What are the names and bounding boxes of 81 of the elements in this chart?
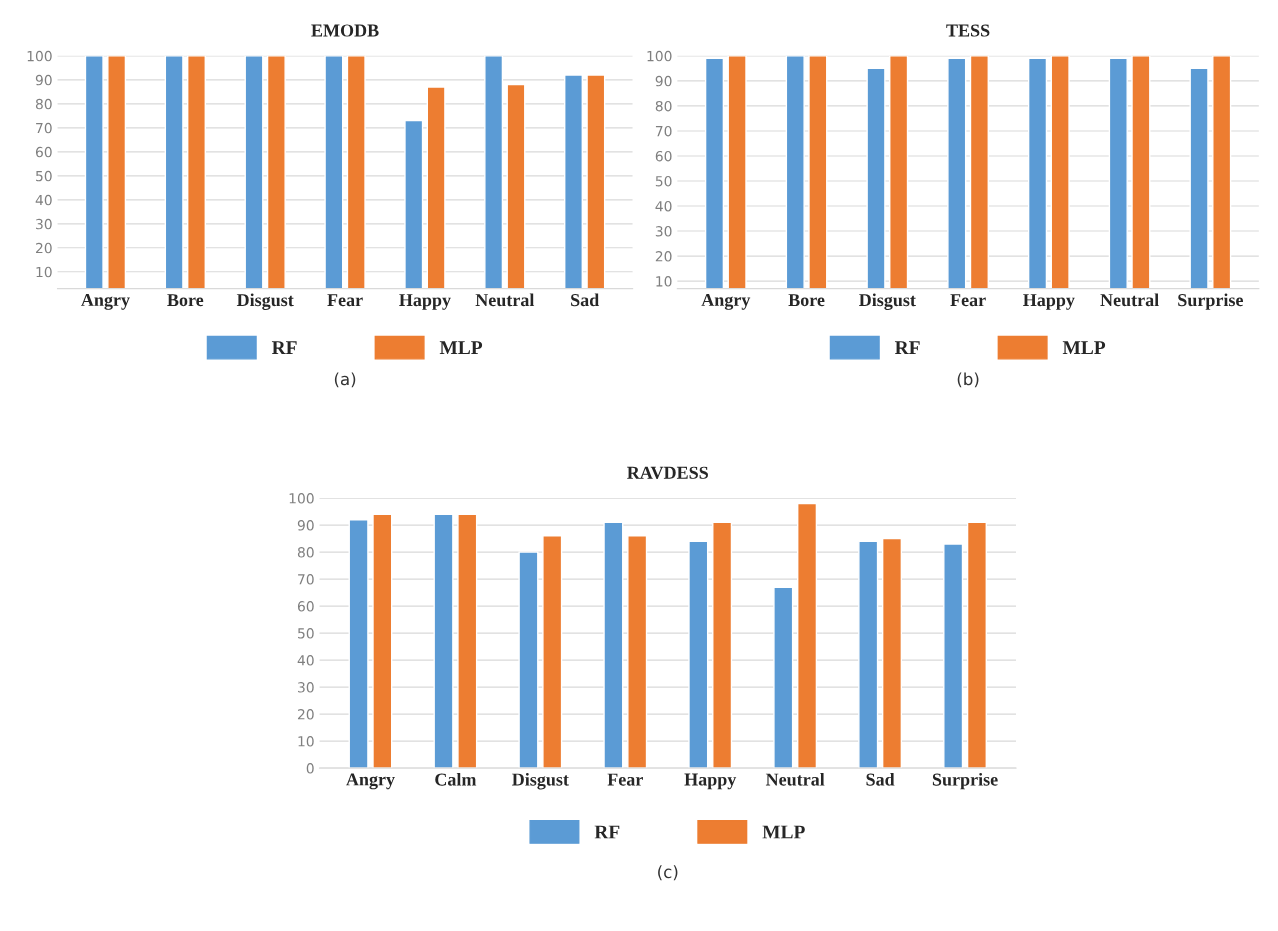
x-tick-label: Neutral bbox=[765, 772, 825, 786]
x-tick-label: Fear bbox=[950, 294, 986, 307]
legend-label: RF bbox=[594, 825, 620, 839]
chart-title: TESS bbox=[946, 24, 990, 37]
bar bbox=[688, 540, 709, 769]
bar bbox=[372, 513, 393, 769]
y-tick-label: 70 bbox=[298, 574, 314, 585]
y-tick-label: 30 bbox=[298, 682, 314, 693]
y-tick-label: 20 bbox=[655, 251, 672, 262]
x-tick-label: Bore bbox=[167, 294, 204, 307]
y-tick-label: 70 bbox=[655, 125, 672, 137]
bar bbox=[627, 535, 648, 769]
y-tick-label: 50 bbox=[655, 175, 672, 187]
y-tick-label: 10 bbox=[36, 266, 52, 278]
legend-label: RF bbox=[894, 341, 920, 355]
y-tick-label: 60 bbox=[35, 146, 52, 158]
y-tick-label: 10 bbox=[656, 276, 672, 287]
y-tick-label: 40 bbox=[35, 194, 52, 206]
y-tick-label: 40 bbox=[297, 655, 314, 666]
text: (b) bbox=[957, 372, 979, 388]
y-tick-label: 80 bbox=[35, 98, 52, 110]
y-tick-label: 90 bbox=[655, 75, 672, 87]
x-tick-label: Calm bbox=[435, 772, 477, 786]
bar bbox=[542, 535, 563, 769]
y-tick-label: 0 bbox=[306, 763, 314, 774]
x-tick-label: Disgust bbox=[512, 772, 569, 790]
x-tick-label: Disgust bbox=[236, 293, 294, 310]
x-tick-label: Sad bbox=[571, 293, 600, 307]
legend-label: MLP bbox=[439, 341, 483, 355]
bar bbox=[773, 586, 794, 769]
y-tick-label: 100 bbox=[289, 493, 314, 504]
y-tick-label: 80 bbox=[655, 100, 672, 112]
x-tick-label: Happy bbox=[1023, 294, 1075, 310]
x-tick-label: Happy bbox=[684, 773, 737, 790]
y-tick-label: 50 bbox=[298, 628, 314, 639]
x-tick-label: Neutral bbox=[1100, 293, 1159, 307]
x-tick-label: Angry bbox=[346, 773, 395, 790]
bar bbox=[966, 521, 987, 769]
y-tick-label: 40 bbox=[655, 200, 672, 212]
chart-title: RAVDESS bbox=[627, 466, 708, 479]
chart-title: EMODB bbox=[311, 24, 379, 37]
bar bbox=[943, 543, 964, 769]
bar bbox=[797, 502, 818, 769]
y-tick-label: 90 bbox=[35, 74, 52, 86]
bar bbox=[858, 540, 879, 769]
x-tick-label: Disgust bbox=[859, 293, 916, 310]
x-tick-label: Angry bbox=[701, 293, 751, 310]
x-tick-label: Fear bbox=[327, 294, 363, 307]
legend-label: MLP bbox=[762, 825, 805, 839]
y-tick-label: 30 bbox=[36, 218, 52, 230]
bar bbox=[881, 537, 903, 769]
x-tick-label: Happy bbox=[399, 294, 451, 310]
x-tick-label: Surprise bbox=[932, 772, 998, 790]
y-tick-label: 80 bbox=[297, 547, 314, 558]
y-tick-label: 20 bbox=[297, 709, 314, 720]
legend-label: RF bbox=[271, 341, 297, 355]
text: (c) bbox=[658, 865, 678, 881]
y-tick-label: 20 bbox=[35, 242, 52, 254]
legend-label: MLP bbox=[1062, 341, 1106, 355]
y-tick-label: 70 bbox=[36, 122, 52, 134]
bar bbox=[348, 518, 369, 769]
y-tick-label: 60 bbox=[297, 601, 314, 612]
y-tick-label: 100 bbox=[647, 50, 672, 62]
bar bbox=[518, 551, 539, 769]
x-tick-label: Angry bbox=[81, 293, 130, 310]
x-tick-label: Surprise bbox=[1178, 293, 1244, 310]
x-tick-label: Bore bbox=[788, 294, 825, 307]
bar bbox=[433, 513, 454, 769]
x-tick-label: Fear bbox=[607, 773, 643, 786]
x-tick-label: Neutral bbox=[475, 293, 535, 307]
x-tick-label: Sad bbox=[866, 772, 895, 786]
bar bbox=[457, 513, 478, 769]
y-tick-label: 50 bbox=[36, 170, 52, 182]
bar bbox=[603, 521, 624, 769]
y-tick-label: 100 bbox=[27, 50, 52, 62]
y-tick-label: 10 bbox=[298, 736, 314, 747]
y-tick-label: 30 bbox=[655, 226, 672, 237]
bar bbox=[712, 521, 733, 769]
y-tick-label: 90 bbox=[297, 520, 314, 531]
text: (a) bbox=[334, 372, 356, 388]
y-tick-label: 60 bbox=[655, 150, 672, 162]
